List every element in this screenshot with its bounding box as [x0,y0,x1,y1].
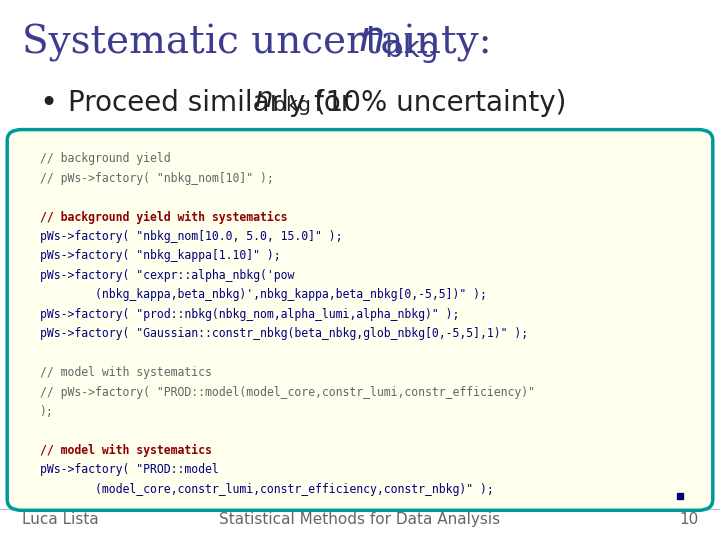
Text: $n_{\rm bkg}$: $n_{\rm bkg}$ [254,89,310,118]
Text: (10% uncertainty): (10% uncertainty) [306,89,567,117]
Text: // model with systematics: // model with systematics [40,444,212,457]
Text: pWs->factory( "cexpr::alpha_nbkg('pow: pWs->factory( "cexpr::alpha_nbkg('pow [40,269,294,282]
Text: 10: 10 [679,512,698,527]
Text: pWs->factory( "prod::nbkg(nbkg_nom,alpha_lumi,alpha_nbkg)" );: pWs->factory( "prod::nbkg(nbkg_nom,alpha… [40,308,459,321]
Text: (nbkg_kappa,beta_nbkg)',nbkg_kappa,beta_nbkg[0,-5,5])" );: (nbkg_kappa,beta_nbkg)',nbkg_kappa,beta_… [40,288,487,301]
Text: );: ); [40,405,53,418]
Text: pWs->factory( "nbkg_nom[10.0, 5.0, 15.0]" );: pWs->factory( "nbkg_nom[10.0, 5.0, 15.0]… [40,230,342,243]
Text: // background yield: // background yield [40,152,170,165]
Text: // pWs->factory( "PROD::model(model_core,constr_lumi,constr_efficiency)": // pWs->factory( "PROD::model(model_core… [40,386,534,399]
Text: Luca Lista: Luca Lista [22,512,99,527]
Text: Systematic uncertainty:: Systematic uncertainty: [22,24,503,62]
FancyBboxPatch shape [7,130,713,510]
Text: pWs->factory( "Gaussian::constr_nbkg(beta_nbkg,glob_nbkg[0,-5,5],1)" );: pWs->factory( "Gaussian::constr_nbkg(bet… [40,327,528,340]
Text: Proceed similarly for: Proceed similarly for [68,89,361,117]
Text: // background yield with systematics: // background yield with systematics [40,211,287,224]
Text: •: • [40,89,58,118]
Text: pWs->factory( "PROD::model: pWs->factory( "PROD::model [40,463,218,476]
Text: (model_core,constr_lumi,constr_efficiency,constr_nbkg)" );: (model_core,constr_lumi,constr_efficienc… [40,483,493,496]
Text: Statistical Methods for Data Analysis: Statistical Methods for Data Analysis [220,512,500,527]
Text: // pWs->factory( "nbkg_nom[10]" );: // pWs->factory( "nbkg_nom[10]" ); [40,172,274,185]
Text: pWs->factory( "nbkg_kappa[1.10]" );: pWs->factory( "nbkg_kappa[1.10]" ); [40,249,280,262]
Text: // model with systematics: // model with systematics [40,366,212,379]
Text: $n_{\rm bkg}$: $n_{\rm bkg}$ [358,24,438,66]
